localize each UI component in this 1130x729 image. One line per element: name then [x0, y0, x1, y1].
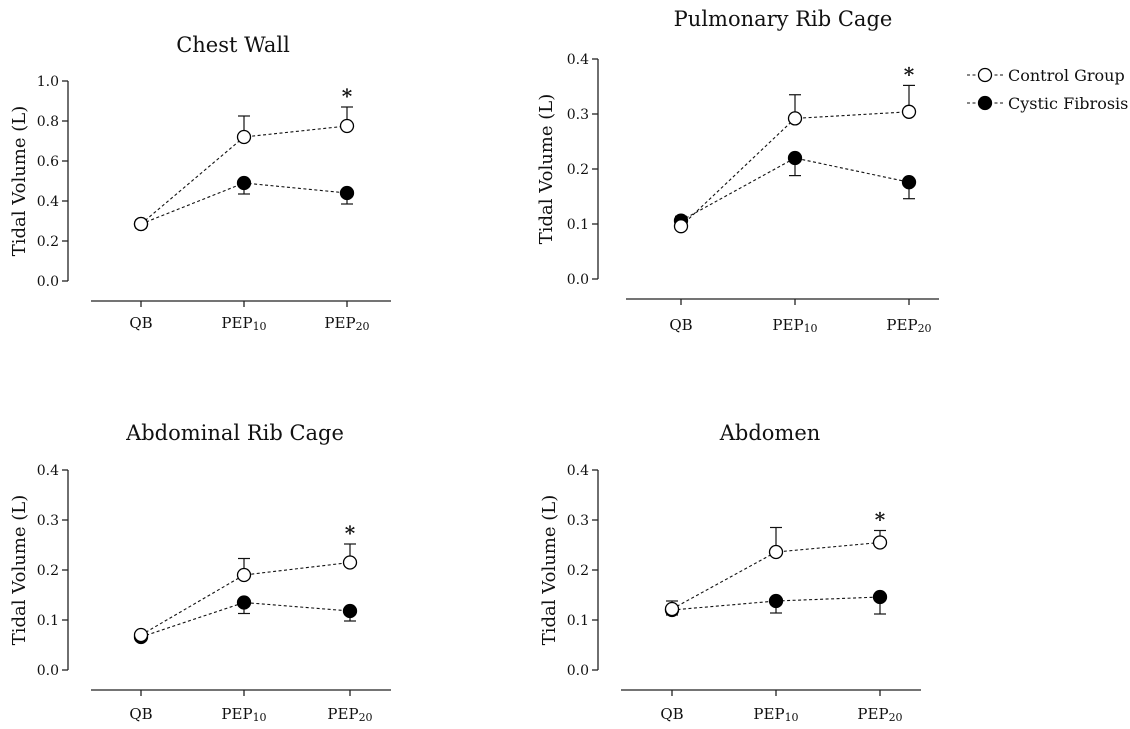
y-tick-label: 0.0: [37, 663, 59, 679]
y-tick-label: 0.2: [567, 563, 589, 579]
y-tick-label: 0.4: [37, 463, 59, 479]
control-group-point: [133, 627, 149, 643]
chart-title: Abdominal Rib Cage: [125, 421, 344, 445]
control-group-point: [342, 555, 358, 570]
legend-label: Cystic Fibrosis: [1008, 94, 1128, 113]
x-tick-label: QB: [660, 705, 683, 723]
control-group-point: [787, 111, 803, 126]
y-tick-label: 0.1: [567, 613, 589, 629]
y-axis-label: Tidal Volume (L): [9, 106, 30, 256]
chart-panel: Chest Wall Tidal Volume (L) 0.0 0.2 0.4 0.6 0.…: [9, 33, 391, 333]
control-group-point: [133, 216, 149, 232]
control-group-point: [664, 601, 680, 617]
legend-filled-circle: [977, 95, 993, 111]
x-tick-label: PEP20: [324, 314, 369, 333]
y-tick-label: 1.0: [37, 74, 59, 90]
legend: Control Group Cystic Fibrosis: [967, 66, 1128, 113]
cystic-fibrosis-point: [872, 589, 888, 605]
y-tick-label: 0.0: [567, 272, 589, 288]
cystic-fibrosis-point: [342, 603, 358, 619]
y-tick-label: 0.2: [567, 162, 589, 178]
significance-marker: *: [875, 508, 886, 532]
y-tick-label: 0.1: [567, 217, 589, 233]
y-tick-label: 0.4: [567, 52, 589, 68]
y-tick-label: 0.3: [567, 107, 589, 123]
cystic-fibrosis-point: [339, 185, 355, 201]
y-tick-label: 0.8: [37, 114, 59, 130]
control-group-line: [671, 541, 881, 610]
y-axis-label: Tidal Volume (L): [539, 495, 560, 645]
y-tick-label: 0.0: [567, 663, 589, 679]
significance-marker: *: [345, 521, 356, 545]
control-group-point: [236, 129, 252, 145]
significance-marker: *: [342, 84, 353, 108]
chart-title: Chest Wall: [176, 33, 290, 57]
y-axis-label: Tidal Volume (L): [9, 495, 30, 645]
y-axis-label: Tidal Volume (L): [536, 94, 557, 244]
cystic-fibrosis-point: [236, 175, 252, 191]
chart-title: Pulmonary Rib Cage: [674, 7, 893, 31]
y-tick-label: 0.6: [37, 154, 59, 170]
significance-marker: *: [904, 62, 915, 86]
cystic-fibrosis-point: [787, 150, 803, 166]
control-group-point: [339, 118, 355, 134]
x-tick-label: PEP10: [221, 705, 266, 724]
x-tick-label: PEP20: [886, 316, 931, 335]
chart-panel: Pulmonary Rib Cage Tidal Volume (L) 0.0 0.1…: [536, 7, 939, 335]
x-tick-label: QB: [129, 705, 152, 723]
y-tick-label: 0.4: [37, 194, 59, 210]
y-tick-label: 0.1: [37, 613, 59, 629]
control-group-point: [236, 567, 252, 583]
cystic-fibrosis-point: [901, 175, 917, 190]
x-tick-label: PEP10: [772, 316, 817, 335]
cystic-fibrosis-point: [768, 593, 784, 609]
chart-panel: Abdomen Tidal Volume (L) 0.0 0.1 0.2 0.3 0.4 QB…: [539, 421, 921, 724]
y-tick-label: 0.4: [567, 463, 589, 479]
control-group-point: [872, 535, 888, 550]
control-group-point: [768, 544, 784, 560]
control-group-point: [673, 219, 689, 234]
x-tick-label: PEP10: [753, 705, 798, 724]
x-tick-label: QB: [669, 316, 692, 334]
cystic-fibrosis-line: [671, 596, 881, 611]
cystic-fibrosis-point: [236, 595, 252, 610]
control-group-point: [901, 104, 917, 119]
x-tick-label: PEP10: [221, 314, 266, 333]
x-tick-label: PEP20: [857, 705, 902, 724]
y-tick-label: 0.3: [37, 513, 59, 529]
legend-label: Control Group: [1008, 66, 1125, 85]
chart-title: Abdomen: [719, 421, 821, 445]
control-group-line: [140, 561, 351, 636]
x-tick-label: QB: [129, 314, 152, 332]
legend-open-circle: [977, 67, 993, 83]
chart-panel: Abdominal Rib Cage Tidal Volume (L) 0.0 0.1…: [9, 421, 391, 724]
y-tick-label: 0.3: [567, 513, 589, 529]
y-tick-label: 0.2: [37, 234, 59, 250]
y-tick-label: 0.0: [37, 274, 59, 290]
y-tick-label: 0.2: [37, 563, 59, 579]
x-tick-label: PEP20: [327, 705, 372, 724]
